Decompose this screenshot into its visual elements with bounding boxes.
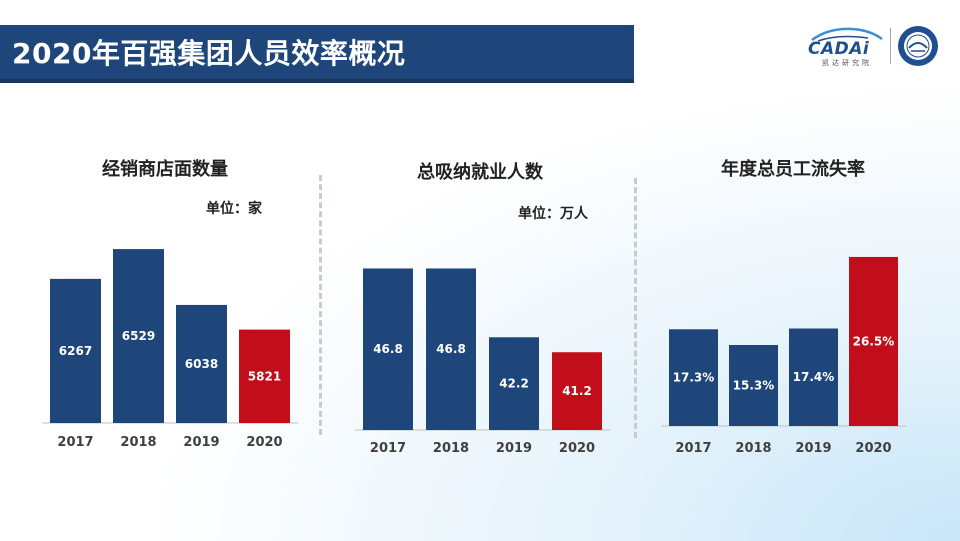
category-label: 2017 <box>675 441 711 456</box>
bar <box>669 329 718 426</box>
chart-svg: 46.8 2017 46.8 2018 42.2 2019 41.2 2020 <box>355 268 610 456</box>
bar <box>552 352 602 430</box>
category-label: 2018 <box>120 435 156 450</box>
bar <box>239 329 290 423</box>
data-label: 15.3% <box>733 379 775 393</box>
chart-title: 年度总员工流失率 <box>721 159 865 180</box>
panel-divider-1 <box>319 175 322 435</box>
bar <box>426 268 476 430</box>
logo-area: CADAi 凯达研究院 <box>808 22 940 70</box>
bar <box>729 345 778 426</box>
data-label: 5821 <box>248 369 281 383</box>
cadai-logo: CADAi 凯达研究院 <box>808 26 888 67</box>
chart-title: 经销商店面数量 <box>102 159 228 180</box>
data-label: 17.3% <box>673 371 715 385</box>
category-label: 2019 <box>795 441 831 456</box>
car-swoosh-icon <box>811 27 883 42</box>
chart-employment: 总吸纳就业人数 单位：万人 46.8 2017 46.8 2018 42.2 2019 41… <box>330 150 630 470</box>
data-label: 6529 <box>122 329 155 343</box>
chart-svg: 17.3% 2017 15.3% 2018 17.4% 2019 26.5% 2020 <box>661 256 906 456</box>
data-label: 17.4% <box>793 370 835 384</box>
data-label: 6267 <box>59 344 92 358</box>
page-title: 2020年百强集团人员效率概况 <box>12 37 406 70</box>
logo-divider <box>890 28 891 64</box>
bar <box>363 268 413 430</box>
bar <box>50 278 101 423</box>
category-label: 2018 <box>433 441 469 456</box>
chart-unit: 单位：家 <box>206 201 262 217</box>
panel-divider-2 <box>634 178 637 438</box>
association-seal-icon <box>898 26 938 66</box>
category-label: 2017 <box>370 441 406 456</box>
category-label: 2019 <box>496 441 532 456</box>
logo-sub: 凯达研究院 <box>822 59 872 67</box>
category-label: 2020 <box>855 441 891 456</box>
category-label: 2020 <box>559 441 595 456</box>
category-label: 2020 <box>246 435 282 450</box>
bar <box>489 337 539 430</box>
category-label: 2017 <box>57 435 93 450</box>
category-label: 2018 <box>735 441 771 456</box>
data-label: 41.2 <box>562 384 592 398</box>
chart-title: 总吸纳就业人数 <box>417 162 543 183</box>
chart-turnover-rate: 年度总员工流失率 17.3% 2017 15.3% 2018 17.4% 2019 26.5… <box>643 150 943 470</box>
logo-brand: CADAi <box>808 39 870 59</box>
title-bar: 2020年百强集团人员效率概况 <box>0 25 634 83</box>
data-label: 6038 <box>185 357 218 371</box>
category-label: 2019 <box>183 435 219 450</box>
chart-svg: 6267 2017 6529 2018 6038 2019 5821 2020 <box>42 249 298 450</box>
data-label: 46.8 <box>436 342 466 356</box>
chart-unit: 单位：万人 <box>518 206 588 222</box>
bar <box>113 249 164 423</box>
bar <box>176 304 227 423</box>
data-label: 26.5% <box>853 334 895 348</box>
bar <box>849 256 898 426</box>
chart-dealer-stores: 经销商店面数量 单位：家 6267 2017 6529 2018 6038 2019 582… <box>15 150 315 470</box>
bar <box>789 328 838 426</box>
data-label: 42.2 <box>499 377 529 391</box>
data-label: 46.8 <box>373 342 403 356</box>
